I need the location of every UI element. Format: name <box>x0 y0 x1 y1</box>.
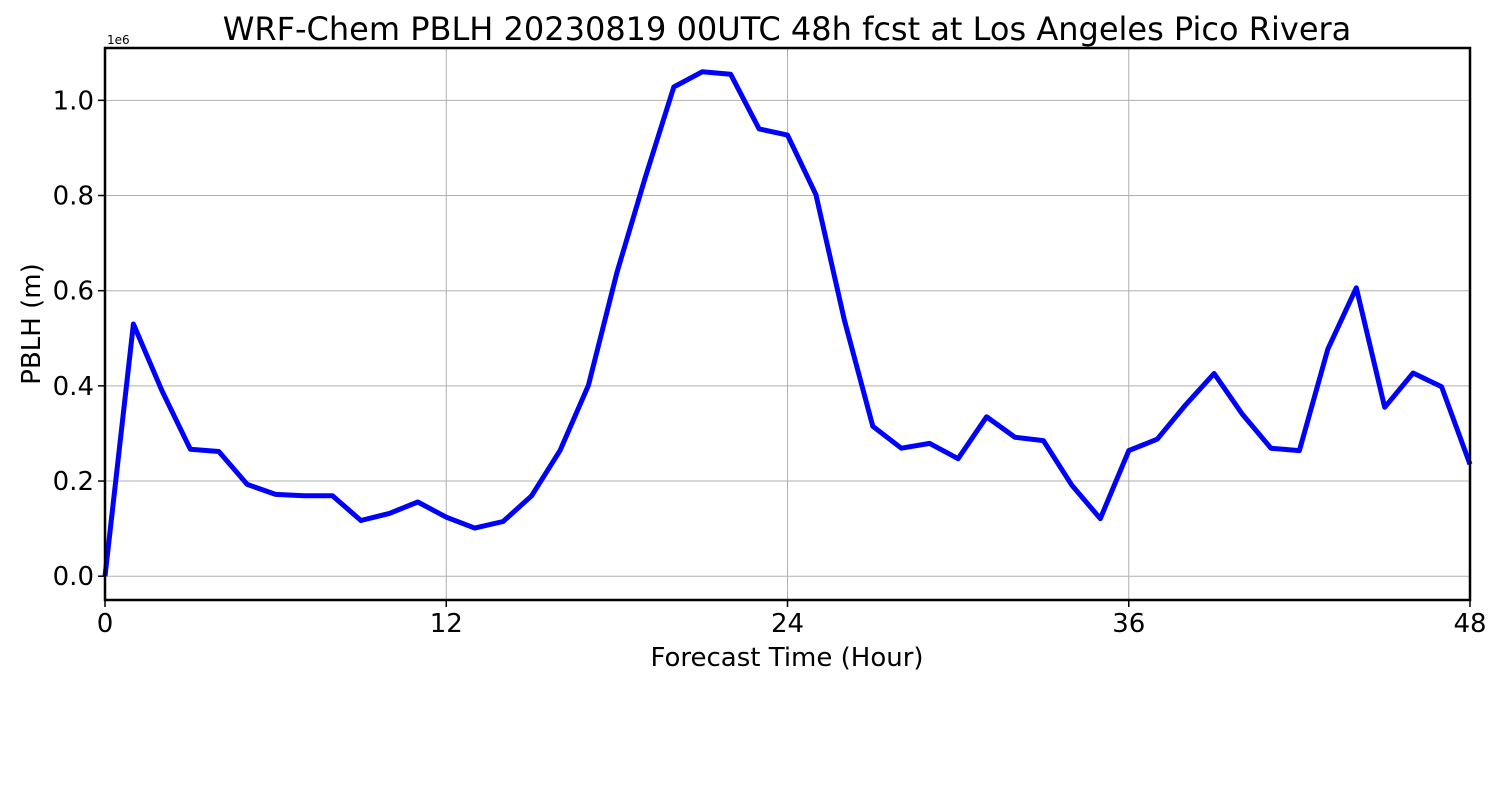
y-axis-label: PBLH (m) <box>17 263 47 384</box>
x-tick-label: 24 <box>771 609 804 639</box>
y-tick-label: 0.8 <box>53 182 94 212</box>
y-offset-label: 1e6 <box>107 33 130 47</box>
series-layer <box>102 69 1473 577</box>
y-axis-ticks: 0.0 0.2 0.4 0.6 0.8 1.0 <box>53 86 105 592</box>
x-tick-label: 48 <box>1453 609 1486 639</box>
y-tick-label: 0.2 <box>53 467 94 497</box>
grid-lines <box>104 48 1471 600</box>
x-tick-label: 12 <box>430 609 463 639</box>
x-tick-label: 0 <box>97 609 114 639</box>
y-tick-label: 0.0 <box>53 562 94 592</box>
x-axis-ticks: 0 12 24 36 48 <box>97 600 1487 639</box>
y-tick-label: 0.6 <box>53 277 94 307</box>
chart-title: WRF-Chem PBLH 20230819 00UTC 48h fcst at… <box>223 10 1352 48</box>
series-line <box>102 69 1473 577</box>
x-tick-label: 36 <box>1112 609 1145 639</box>
y-tick-label: 0.4 <box>53 372 94 402</box>
x-axis-label: Forecast Time (Hour) <box>650 643 923 673</box>
y-tick-label: 1.0 <box>53 86 94 116</box>
